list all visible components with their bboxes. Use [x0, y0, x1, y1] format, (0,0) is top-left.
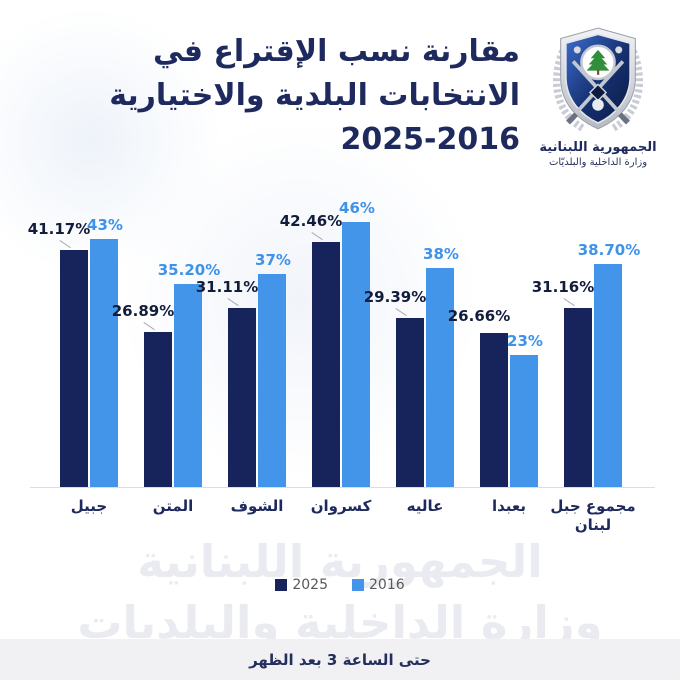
- leader-line-4: [311, 232, 323, 241]
- leader-line-5: [395, 308, 407, 317]
- chart-legend: 2025 2016: [0, 577, 680, 593]
- bar-2016-7: [594, 264, 622, 487]
- leader-line-2: [143, 322, 155, 331]
- value-label-2016-2: 35.20%: [157, 261, 221, 279]
- category-label-4: كسروان: [310, 497, 372, 515]
- value-label-2016-4: 46%: [339, 199, 375, 217]
- leader-line-1: [59, 240, 71, 249]
- value-label-2025-5: 29.39%: [363, 288, 427, 306]
- leader-line-3: [227, 298, 239, 307]
- value-label-2016-1: 43%: [87, 216, 123, 234]
- legend-swatch-2016: [352, 579, 364, 591]
- category-label-7: مجموع جبل لبنان: [550, 497, 636, 534]
- legend-swatch-2025: [275, 579, 288, 591]
- value-label-2016-7: 38.70%: [577, 241, 641, 259]
- bar-2016-4: [342, 222, 370, 487]
- footer-band: حتى الساعة 3 بعد الظهر: [0, 639, 680, 680]
- value-label-2025-7: 31.16%: [531, 278, 595, 296]
- bar-2025-6: [480, 333, 508, 487]
- bar-group-4: 42.46% 46% كسروان: [280, 190, 375, 515]
- bar-group-7: 31.16% 38.70% مجموع جبل لبنان: [532, 190, 640, 534]
- title-line-1: مقارنة نسب الإقتراع في: [153, 34, 520, 69]
- leader-line-7: [563, 298, 575, 307]
- value-label-2016-3: 37%: [255, 251, 291, 269]
- bar-group-2: 26.89% 35.20% المتن: [112, 190, 220, 515]
- legend-item-2016: 2016: [352, 577, 405, 593]
- bar-2025-4: [312, 242, 340, 487]
- bar-group-1: 41.17% 43% جبيل: [28, 190, 123, 515]
- page-title: مقارنة نسب الإقتراع في الانتخابات البلدي…: [20, 30, 520, 162]
- title-years: 2025-2016: [340, 122, 520, 157]
- bar-2016-5: [426, 268, 454, 487]
- logo-ministry-name: وزارة الداخلية والبلديّات: [548, 157, 648, 168]
- bar-2025-2: [144, 332, 172, 487]
- value-label-2016-5: 38%: [423, 245, 459, 263]
- bar-group-3: 31.11% 37% الشوف: [196, 190, 291, 515]
- bar-2016-6: [510, 355, 538, 487]
- bar-2016-3: [258, 274, 286, 487]
- value-label-2016-6: 23%: [507, 332, 543, 350]
- legend-label-2025: 2025: [292, 577, 328, 593]
- category-label-3: الشوف: [230, 497, 284, 515]
- logo-org-name: الجمهورية اللبنانية: [539, 140, 657, 155]
- title-line-2: الانتخابات البلدية والاختيارية: [109, 78, 520, 113]
- value-label-2025-6: 26.66%: [447, 307, 511, 325]
- ministry-shield-icon: [553, 27, 643, 132]
- category-label-5: عاليه: [406, 497, 444, 515]
- bar-2016-2: [174, 284, 202, 487]
- bar-2016-1: [90, 239, 118, 487]
- x-axis-line: [30, 487, 655, 488]
- bar-2025-7: [564, 308, 592, 487]
- legend-label-2016: 2016: [369, 577, 405, 593]
- bar-group-5: 29.39% 38% عاليه: [364, 190, 459, 515]
- value-label-2025-3: 31.11%: [195, 278, 259, 296]
- value-label-2025-4: 42.46%: [279, 212, 343, 230]
- bar-2025-3: [228, 308, 256, 487]
- bar-2025-5: [396, 318, 424, 487]
- legend-item-2025: 2025: [275, 577, 328, 593]
- footer-note: حتى الساعة 3 بعد الظهر: [249, 650, 431, 669]
- category-label-1: جبيل: [70, 497, 108, 515]
- value-label-2025-2: 26.89%: [111, 302, 175, 320]
- ministry-logo: الجمهورية اللبنانية وزارة الداخلية والبل…: [538, 24, 658, 168]
- bar-group-6: 26.66% 23% بعبدا: [448, 190, 543, 515]
- bar-2025-1: [60, 250, 88, 487]
- category-label-2: المتن: [152, 497, 194, 515]
- value-label-2025-1: 41.17%: [27, 220, 91, 238]
- category-label-6: بعبدا: [491, 497, 527, 515]
